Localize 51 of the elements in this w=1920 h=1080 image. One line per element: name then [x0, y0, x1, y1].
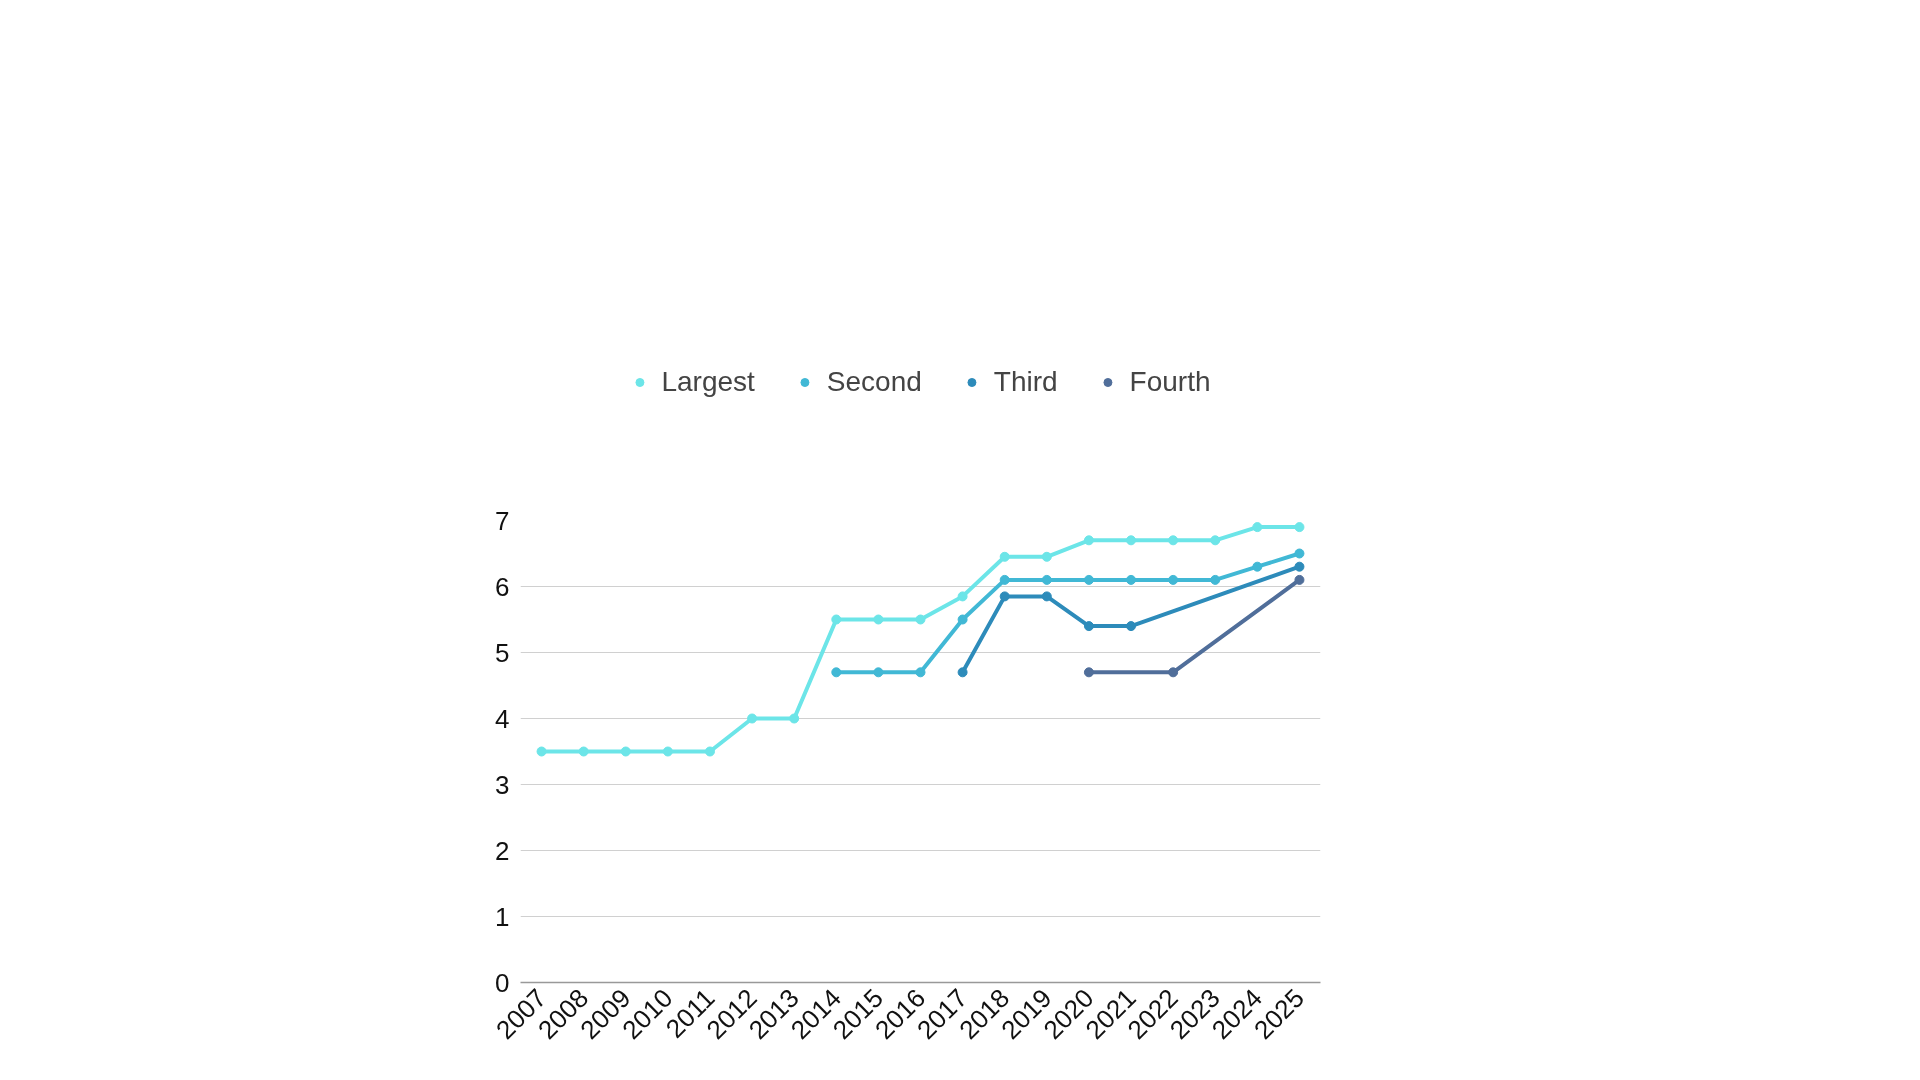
point: [1252, 522, 1263, 533]
point: [1210, 574, 1221, 585]
point: [1041, 551, 1052, 562]
y-tick-label: 3: [495, 769, 510, 800]
point: [747, 713, 758, 724]
legend-label: Third: [993, 366, 1058, 398]
point: [789, 713, 800, 724]
point: [1210, 535, 1221, 546]
point: [915, 667, 926, 678]
point: [1083, 667, 1094, 678]
point: [1083, 574, 1094, 585]
point: [1041, 574, 1052, 585]
point: [1294, 574, 1305, 585]
point: [831, 667, 842, 678]
point: [1126, 535, 1137, 546]
point: [704, 746, 715, 757]
point: [1168, 667, 1179, 678]
y-tick-label: 6: [495, 571, 510, 602]
point: [915, 614, 926, 625]
point: [831, 614, 842, 625]
y-tick-label: 5: [495, 637, 510, 668]
point: [999, 574, 1010, 585]
point: [1083, 535, 1094, 546]
point: [1294, 548, 1305, 559]
point: [536, 746, 547, 757]
point: [1252, 561, 1263, 572]
point: [999, 551, 1010, 562]
point: [1041, 591, 1052, 602]
legend-label: Second: [826, 366, 922, 398]
y-tick-label: 2: [495, 835, 510, 866]
point: [957, 591, 968, 602]
point: [1294, 561, 1305, 572]
point: [873, 614, 884, 625]
point: [999, 591, 1010, 602]
point: [873, 667, 884, 678]
point: [1126, 574, 1137, 585]
point: [957, 614, 968, 625]
y-tick-label: 7: [495, 505, 510, 536]
legend-label: Largest: [661, 366, 755, 398]
point: [662, 746, 673, 757]
point: [1168, 535, 1179, 546]
legend-label: Fourth: [1129, 366, 1211, 398]
point: [1126, 621, 1137, 632]
point: [578, 746, 589, 757]
point: [1294, 522, 1305, 533]
y-tick-label: 1: [495, 901, 510, 932]
point: [1083, 621, 1094, 632]
y-tick-label: 4: [495, 703, 510, 734]
point: [1168, 574, 1179, 585]
point: [620, 746, 631, 757]
point: [957, 667, 968, 678]
